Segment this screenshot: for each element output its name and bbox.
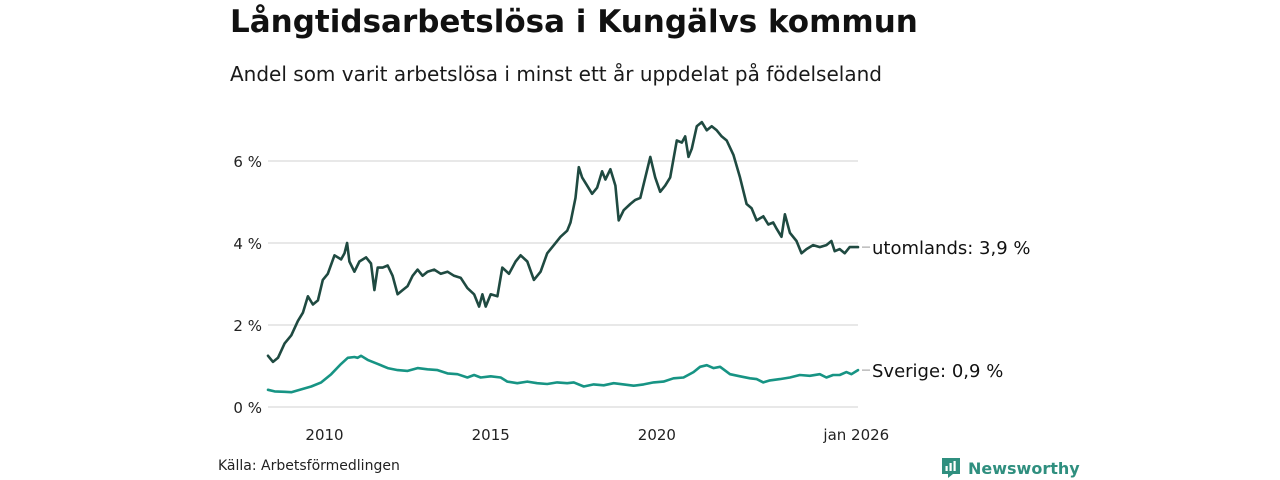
brand-logo[interactable]: Newsworthy: [940, 456, 1080, 480]
y-tick-label: 6 %: [233, 153, 262, 171]
series-line-sverige: [266, 354, 860, 394]
source-note: Källa: Arbetsförmedlingen: [218, 458, 400, 474]
end-label-sverige: Sverige: 0,9 %: [872, 361, 1003, 382]
chart-subtitle: Andel som varit arbetslösa i minst ett å…: [230, 62, 882, 86]
chart-title: Långtidsarbetslösa i Kungälvs kommun: [230, 4, 918, 40]
series-line-utomlands: [266, 120, 860, 364]
newsworthy-icon: [942, 458, 960, 478]
x-tick-label: jan 2026: [822, 426, 889, 444]
y-tick-label: 4 %: [233, 235, 262, 253]
x-tick-label: 2020: [638, 426, 676, 444]
x-tick-label: 2010: [305, 426, 343, 444]
end-label-utomlands: utomlands: 3,9 %: [872, 238, 1031, 259]
y-tick-label: 0 %: [233, 399, 262, 417]
x-tick-label: 2015: [472, 426, 510, 444]
y-tick-label: 2 %: [233, 317, 262, 335]
brand-name: Newsworthy: [968, 458, 1080, 478]
